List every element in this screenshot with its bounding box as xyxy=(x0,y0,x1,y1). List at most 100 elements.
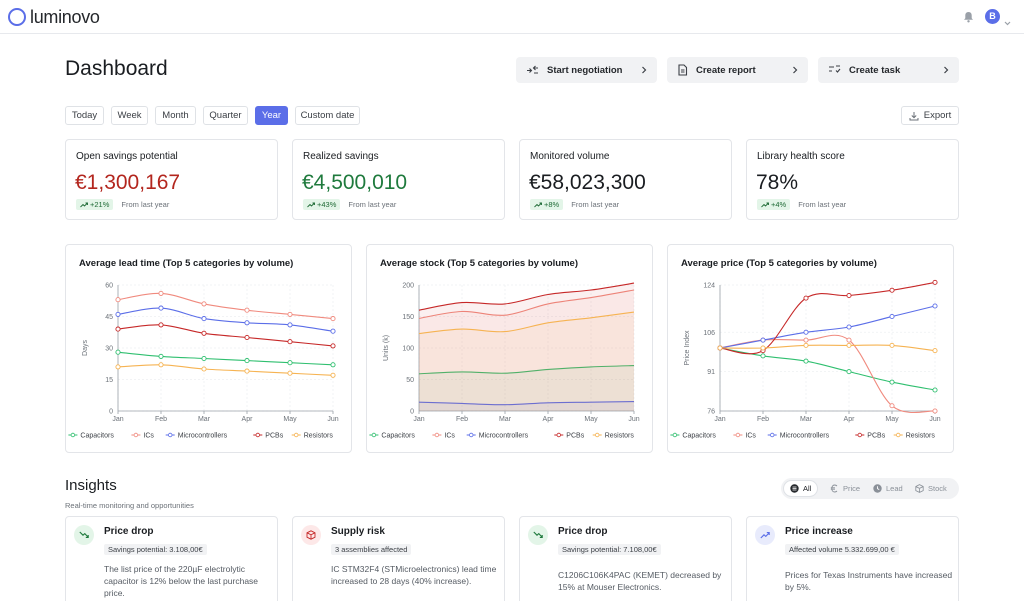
legend-label: Capacitors xyxy=(80,433,114,440)
avatar[interactable]: B xyxy=(985,9,1000,24)
x-tick-label: Mar xyxy=(499,416,512,423)
tab-quarter[interactable]: Quarter xyxy=(203,106,248,125)
x-tick-label: May xyxy=(283,416,297,423)
series-line-resistors xyxy=(719,344,936,352)
data-point xyxy=(287,370,293,376)
y-axis-label: Units (k) xyxy=(383,335,390,361)
x-tick-label: Jan xyxy=(112,416,123,423)
data-point xyxy=(244,368,250,374)
chart-title: Average stock (Top 5 categories by volum… xyxy=(380,258,578,269)
y-tick-label: 106 xyxy=(703,330,715,337)
cube-icon xyxy=(301,525,321,545)
kpi-card-library-health[interactable]: Library health score 78% +4% From last y… xyxy=(746,139,959,220)
insight-card-price-increase[interactable]: Price increase Affected volume 5.332.699… xyxy=(746,516,959,601)
data-point xyxy=(158,322,164,328)
data-point xyxy=(330,372,336,378)
stock-chart[interactable]: 0 50 100 150 200 Jan Feb Mar Apr May Jun Units (k) C… xyxy=(367,245,654,454)
y-tick-label: 50 xyxy=(406,377,414,384)
kpi-card-open-savings[interactable]: Open savings potential €1,300,167 +21% F… xyxy=(65,139,278,220)
tab-today[interactable]: Today xyxy=(65,106,104,125)
insight-badge: Affected volume 5.332.699,00 € xyxy=(785,544,899,555)
trend-up-icon xyxy=(534,202,542,207)
tab-week[interactable]: Week xyxy=(111,106,148,125)
insight-badge: Savings potential: 3.108,00€ xyxy=(104,544,207,555)
legend-marker xyxy=(255,432,260,438)
kpi-change-badge: +43% xyxy=(303,199,341,210)
filter-all[interactable]: All xyxy=(783,480,819,497)
series-line-pcbs xyxy=(719,281,936,355)
logo[interactable]: luminovo xyxy=(8,7,100,27)
data-point xyxy=(201,366,207,372)
tab-year[interactable]: Year xyxy=(255,106,288,125)
chevron-right-icon xyxy=(642,66,647,74)
price-chart[interactable]: 76 91 106 124 Jan Feb Mar Apr May Jun Price Index C… xyxy=(668,245,955,454)
create-task-button[interactable]: Create task xyxy=(818,57,959,83)
data-point xyxy=(158,353,164,359)
data-point xyxy=(287,311,293,317)
insight-card-supply-risk[interactable]: Supply risk 3 assemblies affected IC STM… xyxy=(292,516,505,601)
insight-card-price-drop[interactable]: Price drop Savings potential: 3.108,00€ … xyxy=(65,516,278,601)
y-tick-label: 76 xyxy=(707,409,715,416)
tab-custom-date[interactable]: Custom date xyxy=(295,106,360,125)
filter-lead[interactable]: Lead xyxy=(867,480,909,497)
x-tick-label: Apr xyxy=(844,416,856,423)
data-point xyxy=(115,364,121,370)
trend-up-icon xyxy=(755,525,775,545)
x-tick-label: Feb xyxy=(155,416,167,423)
start-negotiation-button[interactable]: Start negotiation xyxy=(516,57,657,83)
x-tick-label: Jan xyxy=(413,416,424,423)
x-tick-label: May xyxy=(885,416,899,423)
insight-badge: Savings potential: 7.108,00€ xyxy=(558,544,661,555)
tab-month[interactable]: Month xyxy=(155,106,196,125)
x-tick-label: Jun xyxy=(628,416,639,423)
x-tick-label: Feb xyxy=(757,416,769,423)
export-label: Export xyxy=(923,110,952,121)
data-point xyxy=(330,328,336,334)
kpi-value: €58,023,300 xyxy=(529,171,646,194)
x-tick-label: Mar xyxy=(198,416,211,423)
insight-card-price-drop-2[interactable]: Price drop Savings potential: 7.108,00€ … xyxy=(519,516,732,601)
legend-marker xyxy=(434,432,440,438)
lead-time-chart[interactable]: 0 15 30 45 60 Jan Feb Mar Apr May Jun Days Capacitor… xyxy=(66,245,353,454)
y-tick-label: 15 xyxy=(105,377,113,384)
data-point xyxy=(201,355,207,362)
data-point xyxy=(244,358,250,364)
chevron-down-icon[interactable] xyxy=(1004,13,1011,31)
box-icon xyxy=(915,484,924,493)
legend-marker xyxy=(468,432,474,438)
area-pcbs xyxy=(419,283,634,411)
legend-marker xyxy=(371,432,377,438)
legend-label: ICs xyxy=(745,433,756,440)
trend-up-icon xyxy=(80,202,88,207)
data-point xyxy=(330,362,336,368)
bell-icon[interactable] xyxy=(963,10,974,28)
data-point xyxy=(244,307,250,313)
export-button[interactable]: Export xyxy=(901,106,959,125)
kpi-card-monitored-volume[interactable]: Monitored volume €58,023,300 +8% From la… xyxy=(519,139,732,220)
trend-up-icon xyxy=(761,202,769,207)
kpi-note: From last year xyxy=(121,200,170,209)
data-point xyxy=(803,329,809,335)
data-point xyxy=(115,326,121,332)
legend-marker xyxy=(556,432,561,438)
filter-price[interactable]: Price xyxy=(824,480,866,497)
kpi-change: +43% xyxy=(317,200,337,209)
filter-stock[interactable]: Stock xyxy=(909,480,953,497)
kpi-label: Library health score xyxy=(757,151,845,162)
legend-label: Resistors xyxy=(304,433,334,440)
series-line-microcontrollers xyxy=(719,305,936,349)
y-axis-label: Price Index xyxy=(684,330,691,366)
y-axis-label: Days xyxy=(82,340,89,356)
x-tick-label: Jan xyxy=(714,416,725,423)
y-tick-label: 124 xyxy=(703,283,715,290)
data-point xyxy=(760,345,766,351)
data-point xyxy=(287,322,293,328)
legend-marker xyxy=(769,432,775,438)
kpi-label: Realized savings xyxy=(303,151,379,162)
data-point xyxy=(803,358,809,364)
series-line-microcontrollers xyxy=(117,307,334,332)
kpi-card-realized-savings[interactable]: Realized savings €4,500,010 +43% From la… xyxy=(292,139,505,220)
legend-label: ICs xyxy=(444,433,455,440)
kpi-change: +4% xyxy=(771,200,787,209)
create-report-button[interactable]: Create report xyxy=(667,57,808,83)
